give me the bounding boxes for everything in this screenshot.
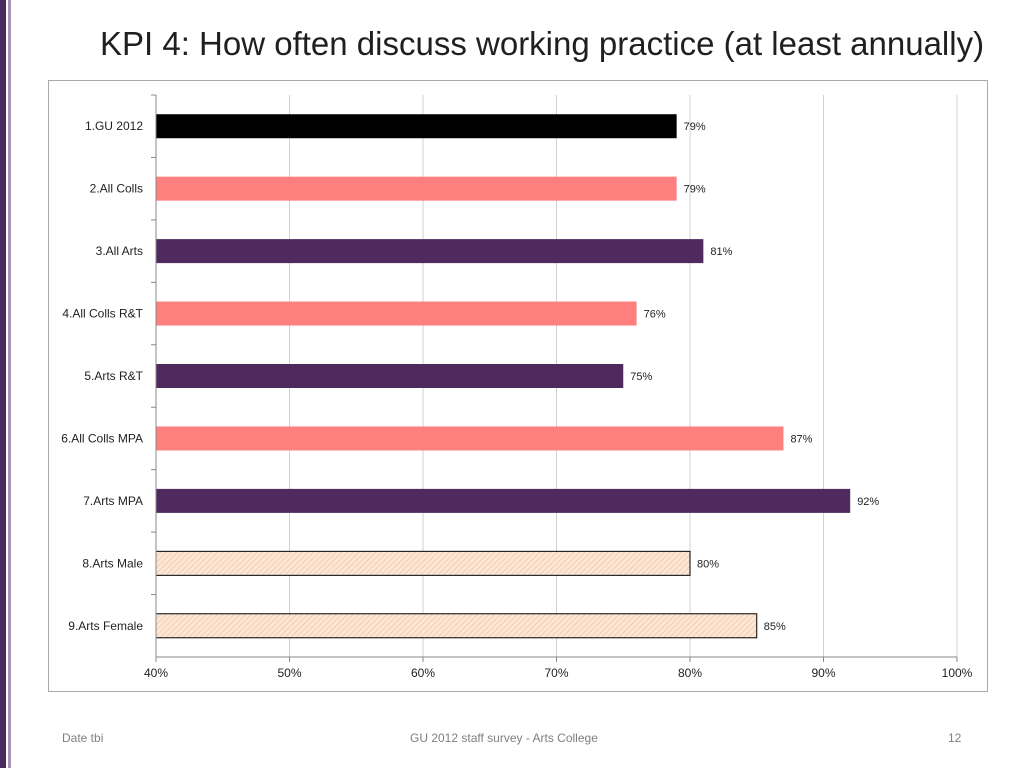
bar [156, 301, 637, 326]
x-tick-label: 90% [811, 666, 835, 680]
bar [156, 239, 704, 264]
category-label: 5.Arts R&T [84, 369, 143, 383]
footer-center-text: GU 2012 staff survey - Arts College [410, 731, 598, 745]
bar-chart: 79% 79% 81% 76% 75% 87% 92% 80% 85% 40% 50% 60% 70%… [61, 94, 973, 680]
bar [156, 364, 624, 388]
data-label: 75% [630, 371, 652, 383]
page-number: 12 [948, 731, 962, 745]
category-label: 8.Arts Male [82, 556, 143, 570]
x-tick-label: 70% [544, 666, 568, 680]
bar [156, 176, 677, 201]
bar [156, 488, 851, 513]
category-label: 1.GU 2012 [85, 119, 143, 133]
bar [155, 550, 691, 576]
category-label: 7.Arts MPA [83, 494, 143, 508]
x-tick-label: 60% [411, 666, 435, 680]
footer-date: Date tbi [62, 731, 104, 745]
bar [156, 114, 677, 139]
data-label: 76% [644, 309, 666, 321]
data-label: 79% [684, 121, 706, 133]
x-tick-label: 50% [277, 666, 301, 680]
category-label: 6.All Colls MPA [61, 431, 143, 445]
x-tick-label: 100% [942, 666, 973, 680]
slide-title: KPI 4: How often discuss working practic… [100, 25, 985, 62]
sidebar-dark-stripe [0, 0, 6, 768]
bar [156, 426, 784, 451]
bar [155, 613, 758, 639]
data-label: 80% [697, 558, 719, 570]
sidebar-light-stripe [8, 0, 11, 768]
x-tick-label: 80% [678, 666, 702, 680]
data-label: 85% [764, 621, 786, 633]
bars: 79% 79% 81% 76% 75% 87% 92% 80% 85% [155, 114, 879, 639]
x-tick-label: 40% [144, 666, 168, 680]
category-label: 4.All Colls R&T [62, 307, 143, 321]
data-label: 92% [857, 496, 879, 508]
category-label: 3.All Arts [96, 244, 143, 258]
category-label: 2.All Colls [90, 182, 143, 196]
axes: 40% 50% 60% 70% 80% 90% 100% 1.GU 2012 2.All Col… [61, 94, 973, 680]
chart-frame: 79% 79% 81% 76% 75% 87% 92% 80% 85% 40% 50% 60% 70%… [48, 80, 988, 692]
data-label: 87% [790, 433, 812, 445]
data-label: 79% [684, 184, 706, 196]
data-label: 81% [710, 246, 732, 258]
category-label: 9.Arts Female [68, 619, 143, 633]
